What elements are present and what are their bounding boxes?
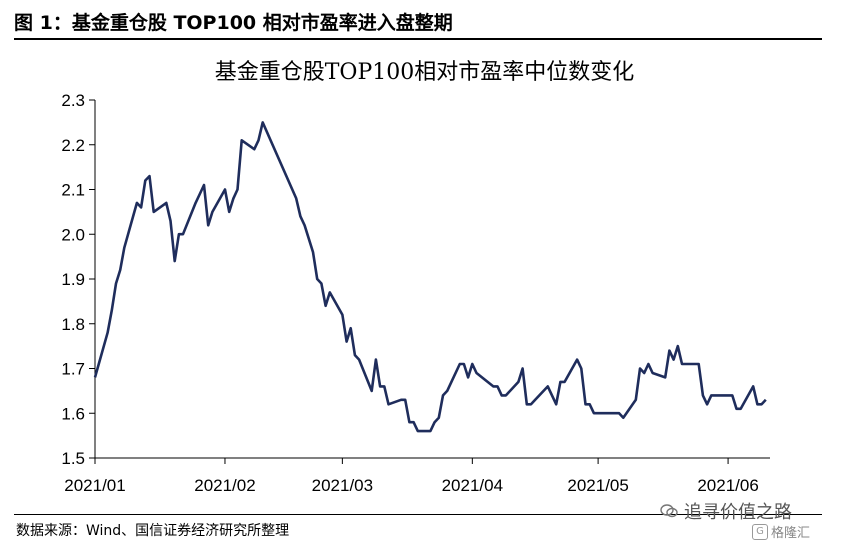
y-tick-label: 1.6 — [61, 404, 85, 423]
x-tick-label: 2021/04 — [442, 476, 503, 495]
watermark: 追寻价值之路 — [660, 498, 792, 524]
wechat-icon — [660, 504, 678, 518]
y-tick-label: 2.0 — [61, 225, 85, 244]
gelonghui-icon: G — [752, 523, 768, 540]
chart-axes: 1.5 1.6 1.7 1.8 1.9 2.0 2.1 2.2 2.3 2021/01 2021/0… — [61, 91, 770, 495]
title-divider — [14, 38, 822, 40]
chart-series — [93, 121, 767, 433]
watermark-text: 追寻价值之路 — [684, 502, 792, 523]
y-tick-label: 2.2 — [61, 136, 85, 155]
figure-title: 图 1：基金重仓股 TOP100 相对市盈率进入盘整期 — [14, 12, 453, 34]
x-tick-label: 2021/06 — [697, 476, 758, 495]
x-tick-label: 2021/03 — [312, 476, 373, 495]
y-tick-label: 1.8 — [61, 315, 85, 334]
y-tick-label: 2.3 — [61, 91, 85, 110]
watermark-logo: G 格隆汇 — [752, 522, 810, 541]
chart-title: 基金重仓股TOP100相对市盈率中位数变化 — [214, 60, 635, 85]
y-tick-label: 1.7 — [61, 360, 85, 379]
x-tick-label: 2021/01 — [64, 476, 125, 495]
source-divider — [14, 514, 822, 515]
source-note: 数据来源：Wind、国信证券经济研究所整理 — [16, 523, 290, 539]
series-line — [93, 121, 767, 433]
x-tick-label: 2021/05 — [567, 476, 628, 495]
y-tick-label: 2.1 — [61, 181, 85, 200]
x-tick-label: 2021/02 — [194, 476, 255, 495]
y-tick-label: 1.9 — [61, 270, 85, 289]
y-tick-label: 1.5 — [61, 449, 85, 468]
watermark-logo-text: 格隆汇 — [771, 526, 811, 541]
